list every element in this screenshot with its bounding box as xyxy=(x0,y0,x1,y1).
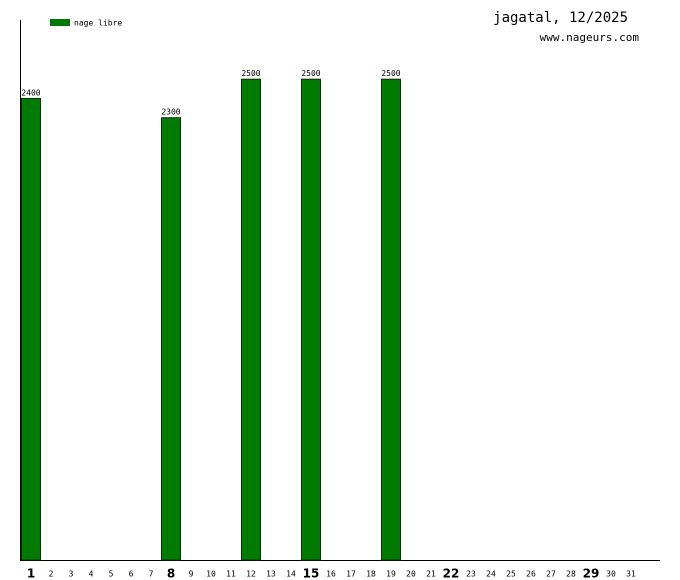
x-tick-label: 20 xyxy=(406,570,416,579)
value-label: 2400 xyxy=(21,88,40,97)
x-tick-label: 7 xyxy=(149,570,154,579)
x-tick-label: 27 xyxy=(546,570,556,579)
x-tick-label: 11 xyxy=(226,570,236,579)
x-tick-label: 13 xyxy=(266,570,276,579)
x-tick-label: 1 xyxy=(27,567,35,580)
x-tick-label: 8 xyxy=(167,567,175,580)
bar xyxy=(381,78,401,561)
x-tick-label: 31 xyxy=(626,570,636,579)
x-tick-label: 23 xyxy=(466,570,476,579)
x-tick-label: 26 xyxy=(526,570,536,579)
value-label: 2500 xyxy=(301,69,320,78)
x-tick-label: 4 xyxy=(89,570,94,579)
bar xyxy=(21,97,41,561)
chart-subtitle: www.nageurs.com xyxy=(540,31,640,44)
x-tick-label: 2 xyxy=(49,570,54,579)
x-tick-label: 3 xyxy=(69,570,74,579)
x-tick-label: 28 xyxy=(566,570,576,579)
x-tick-label: 30 xyxy=(606,570,616,579)
value-label: 2300 xyxy=(161,108,180,117)
chart-title: jagatal, 12/2025 xyxy=(493,10,628,26)
x-tick-label: 17 xyxy=(346,570,356,579)
x-tick-label: 6 xyxy=(129,570,134,579)
x-tick-label: 25 xyxy=(506,570,516,579)
bar xyxy=(161,117,181,561)
x-tick-label: 14 xyxy=(286,570,296,579)
x-tick-label: 18 xyxy=(366,570,376,579)
value-label: 2500 xyxy=(381,69,400,78)
x-tick-label: 22 xyxy=(443,567,460,580)
x-tick-label: 9 xyxy=(189,570,194,579)
x-tick-label: 12 xyxy=(246,570,256,579)
bar xyxy=(241,78,261,561)
x-tick-label: 15 xyxy=(303,567,320,580)
bar xyxy=(301,78,321,561)
x-tick-label: 29 xyxy=(583,567,600,580)
x-tick-label: 5 xyxy=(109,570,114,579)
x-tick-label: 10 xyxy=(206,570,216,579)
x-tick-label: 19 xyxy=(386,570,396,579)
value-label: 2500 xyxy=(241,69,260,78)
legend-swatch xyxy=(50,19,70,26)
x-tick-label: 21 xyxy=(426,570,436,579)
x-tick-label: 16 xyxy=(326,570,336,579)
x-tick-label: 24 xyxy=(486,570,496,579)
legend-label: nage libre xyxy=(74,19,122,28)
